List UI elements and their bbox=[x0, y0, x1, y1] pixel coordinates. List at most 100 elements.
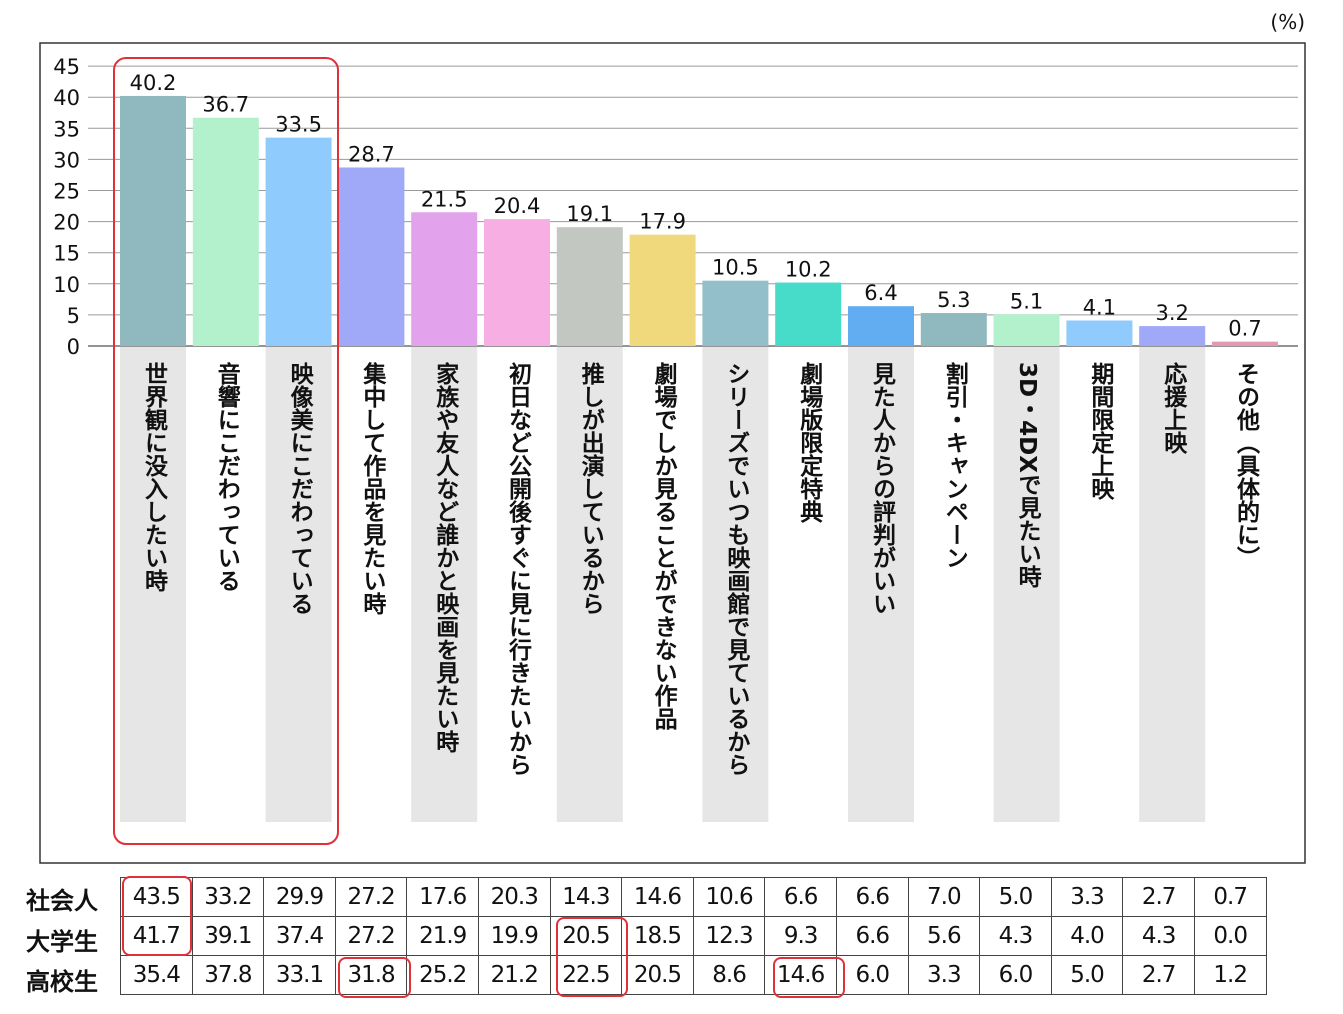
table-cell: 3.3 bbox=[907, 955, 981, 995]
y-tick-label: 25 bbox=[53, 180, 80, 204]
table-cell: 10.6 bbox=[692, 877, 766, 917]
bar-value-label: 3.2 bbox=[1155, 301, 1188, 325]
bar bbox=[411, 212, 478, 346]
category-label: その他（具体的に） bbox=[1233, 362, 1262, 569]
table-cell: 41.7 bbox=[120, 916, 193, 956]
label-band bbox=[1139, 347, 1206, 822]
table-cell: 5.0 bbox=[1050, 955, 1124, 995]
table-cell: 6.6 bbox=[835, 916, 909, 956]
y-tick-label: 40 bbox=[53, 86, 80, 110]
table-cell: 37.4 bbox=[263, 916, 336, 956]
bar-value-label: 20.4 bbox=[494, 194, 541, 218]
table-highlight-4 bbox=[773, 957, 845, 998]
table-cell: 18.5 bbox=[621, 916, 694, 956]
table-row: 43.5 33.2 29.9 27.2 17.6 20.3 14.3 14.6 10.6 6.6 6… bbox=[120, 877, 1267, 917]
table-cell: 29.9 bbox=[263, 877, 336, 917]
row-label-koukousei: 高校生 bbox=[26, 968, 98, 996]
bar bbox=[1139, 326, 1206, 346]
table-cell: 6.0 bbox=[835, 955, 909, 995]
y-tick-label: 30 bbox=[53, 148, 80, 172]
category-label: 映像美にこだわっている bbox=[286, 362, 314, 615]
y-tick-label: 5 bbox=[67, 304, 80, 328]
label-band bbox=[993, 347, 1060, 822]
table-cell: 21.2 bbox=[477, 955, 551, 995]
row-label-daigakusei: 大学生 bbox=[26, 928, 98, 956]
table-row: 35.4 37.8 33.1 31.8 25.2 21.2 22.5 20.5 8.6 14.6 6… bbox=[120, 955, 1267, 995]
table-cell: 8.6 bbox=[692, 955, 766, 995]
label-band bbox=[556, 347, 623, 822]
table-cell: 37.8 bbox=[191, 955, 265, 995]
value-labels: 40.2 36.7 33.5 28.7 21.5 20.4 19.1 17.9 10.5 10.2… bbox=[130, 71, 1262, 341]
table-cell: 4.3 bbox=[1122, 916, 1195, 956]
table-cell: 9.3 bbox=[764, 916, 837, 956]
category-label: 劇場でしか見ることができない作品 bbox=[650, 362, 678, 730]
y-tick-label: 0 bbox=[67, 335, 80, 359]
bar bbox=[920, 313, 987, 346]
table-cell: 4.3 bbox=[979, 916, 1052, 956]
bar bbox=[775, 282, 842, 346]
bar-value-label: 21.5 bbox=[421, 187, 468, 211]
bar-value-label: 10.5 bbox=[712, 256, 759, 280]
bar bbox=[484, 219, 550, 346]
bar bbox=[702, 280, 769, 346]
row-label-shakaijin: 社会人 bbox=[26, 887, 98, 915]
bar-value-label: 40.2 bbox=[130, 71, 177, 95]
unit-label: (%) bbox=[1270, 10, 1305, 34]
bar bbox=[120, 95, 186, 347]
table-cell: 27.2 bbox=[334, 877, 408, 917]
bar-value-label: 5.3 bbox=[937, 288, 970, 312]
table-cell: 35.4 bbox=[120, 955, 193, 995]
bar-value-label: 19.1 bbox=[566, 202, 613, 226]
table-cell: 6.6 bbox=[835, 877, 909, 917]
table-cell: 14.3 bbox=[549, 877, 623, 917]
table-cell: 21.9 bbox=[406, 916, 479, 956]
category-label: 3D・4DXで見たい時 bbox=[1014, 362, 1042, 589]
y-axis: 0 5 10 15 20 25 30 35 40 45 bbox=[53, 55, 80, 359]
bar-value-label: 4.1 bbox=[1083, 295, 1116, 319]
table-cell: 25.2 bbox=[406, 955, 479, 995]
category-label: 期間限定上映 bbox=[1087, 362, 1115, 501]
bar-value-label: 5.1 bbox=[1010, 289, 1043, 313]
breakdown-table: 43.5 33.2 29.9 27.2 17.6 20.3 14.3 14.6 10.6 6.6 6… bbox=[120, 877, 1267, 995]
table-cell: 12.3 bbox=[692, 916, 766, 956]
table-cell: 1.2 bbox=[1193, 955, 1267, 995]
table-cell: 2.7 bbox=[1122, 877, 1195, 917]
bar bbox=[1066, 320, 1133, 346]
category-labels: 世界観に没入したい時 音響にこだわっている 映像美にこだわっている 集中して作品を見た… bbox=[141, 361, 1262, 776]
category-label: 家族や友人など誰かと映画を見たい時 bbox=[432, 361, 460, 754]
table-highlight-1 bbox=[122, 876, 192, 956]
table-cell: 14.6 bbox=[764, 955, 837, 995]
label-band bbox=[265, 347, 332, 822]
bar bbox=[556, 227, 623, 346]
y-tick-label: 15 bbox=[53, 242, 80, 266]
bar-value-label: 28.7 bbox=[348, 142, 395, 166]
table-row: 41.7 39.1 37.4 27.2 21.9 19.9 20.5 18.5 12.3 9.3 6… bbox=[120, 916, 1267, 956]
label-band bbox=[120, 347, 186, 822]
label-bands bbox=[120, 347, 1206, 822]
table-cell: 0.0 bbox=[1193, 916, 1267, 956]
table-cell: 4.0 bbox=[1050, 916, 1124, 956]
bar-value-label: 0.7 bbox=[1228, 317, 1261, 341]
highlight-frame bbox=[113, 57, 339, 845]
category-label: 劇場版限定特典 bbox=[796, 362, 824, 524]
bar bbox=[1212, 341, 1278, 346]
bars bbox=[120, 95, 1278, 347]
label-band bbox=[411, 347, 478, 822]
label-band bbox=[848, 347, 914, 822]
table-cell: 20.3 bbox=[477, 877, 551, 917]
y-tick-label: 45 bbox=[53, 55, 80, 79]
table-cell: 3.3 bbox=[1050, 877, 1124, 917]
category-label: 集中して作品を見たい時 bbox=[359, 361, 388, 616]
y-tick-label: 10 bbox=[53, 273, 80, 297]
table-cell: 27.2 bbox=[334, 916, 408, 956]
table-cell: 7.0 bbox=[907, 877, 981, 917]
table-cell: 31.8 bbox=[334, 955, 408, 995]
label-band bbox=[702, 347, 769, 822]
table-highlight-2 bbox=[556, 917, 628, 997]
table-cell: 0.7 bbox=[1193, 877, 1267, 917]
table-cell: 6.6 bbox=[764, 877, 837, 917]
y-tick-label: 35 bbox=[53, 117, 80, 141]
bar bbox=[848, 306, 914, 346]
bar-value-label: 36.7 bbox=[202, 93, 249, 117]
table-cell: 5.6 bbox=[907, 916, 981, 956]
